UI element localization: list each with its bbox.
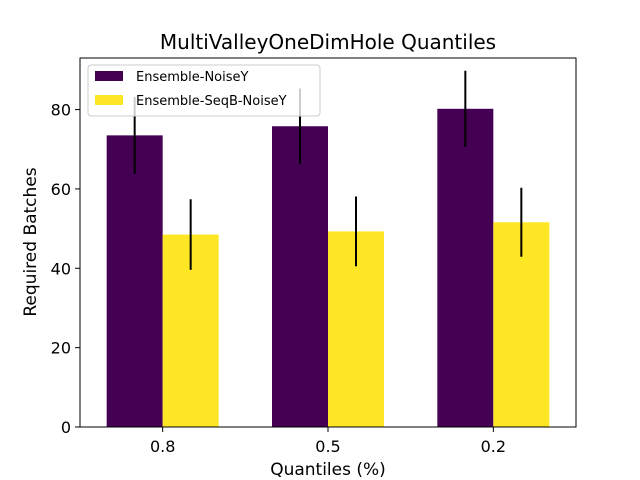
x-axis-label: Quantiles (%) (270, 460, 386, 480)
y-tick-label: 40 (51, 259, 71, 278)
legend-label-ensemble-seqb-noisey: Ensemble-SeqB-NoiseY (136, 94, 287, 109)
bar-ensemble-noisey-0.2 (437, 108, 494, 427)
legend-box (87, 64, 321, 117)
legend: Ensemble-NoiseY Ensemble-SeqB-NoiseY (87, 64, 321, 117)
y-axis-label: Required Batches (21, 167, 41, 316)
chart-title: MultiValleyOneDimHole Quantiles (160, 30, 496, 54)
bar-ensemble-noisey-0.8 (106, 135, 163, 427)
y-tick-label: 60 (51, 180, 71, 199)
x-tick-label: 0.8 (150, 437, 175, 456)
x-tick-label: 0.2 (481, 437, 506, 456)
y-tick-label: 20 (51, 339, 71, 358)
legend-swatch-ensemble-seqb-noisey (95, 95, 123, 105)
x-tick-label: 0.5 (315, 437, 340, 456)
y-tick-label: 0 (61, 418, 71, 437)
y-axis: 0 20 40 60 80 (51, 101, 80, 437)
y-tick-label: 80 (51, 101, 71, 120)
bar-ensemble-noisey-0.5 (272, 126, 328, 427)
legend-label-ensemble-noisey: Ensemble-NoiseY (136, 70, 249, 85)
legend-swatch-ensemble-noisey (95, 71, 123, 81)
bars-layer (106, 108, 550, 427)
x-axis: 0.8 0.5 0.2 (150, 427, 506, 456)
